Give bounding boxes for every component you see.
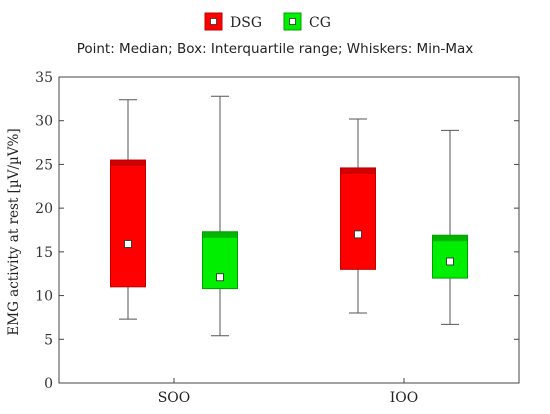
legend-dsg-label: DSG	[230, 15, 262, 31]
y-tick-label: 0	[44, 376, 53, 392]
x-tick-label-ioo: IOO	[390, 390, 419, 406]
legend-cg-marker	[289, 18, 296, 25]
box-top-band	[432, 235, 468, 242]
box-dsg-ioo	[340, 118, 376, 314]
y-tick-label: 20	[35, 201, 53, 217]
median-marker	[354, 230, 362, 239]
box-top-band	[110, 160, 146, 167]
box-top-band	[202, 231, 238, 238]
y-tick-label: 15	[35, 245, 53, 261]
y-axis: 0 5 10 15 20 25 30 35	[35, 70, 519, 392]
chart-subtitle: Point: Median; Box: Interquartile range;…	[77, 41, 474, 57]
y-tick-label: 25	[35, 157, 53, 173]
y-axis-label: EMG activity at rest [µV/µV%]	[6, 128, 22, 335]
median-marker	[216, 273, 224, 282]
x-axis: SOO IOO	[158, 378, 419, 406]
median-marker	[124, 240, 132, 248]
y-tick-label: 35	[35, 70, 53, 86]
legend-dsg-marker	[210, 18, 217, 25]
y-tick-label: 5	[44, 332, 53, 348]
box-cg-soo	[202, 95, 238, 337]
median-marker	[446, 257, 454, 266]
iqr-box	[432, 234, 468, 279]
legend-cg-label: CG	[309, 15, 331, 31]
plot-area-frame	[58, 76, 520, 384]
box-series	[110, 95, 468, 337]
x-tick-label-soo: SOO	[158, 390, 191, 406]
legend: DSG CG	[204, 12, 331, 31]
box-cg-ioo	[432, 129, 468, 325]
y-tick-label: 10	[35, 289, 53, 305]
box-dsg-soo	[110, 99, 146, 320]
y-tick-label: 30	[35, 114, 53, 130]
iqr-box	[110, 159, 146, 288]
iqr-box	[340, 167, 376, 270]
box-top-band	[340, 167, 376, 174]
